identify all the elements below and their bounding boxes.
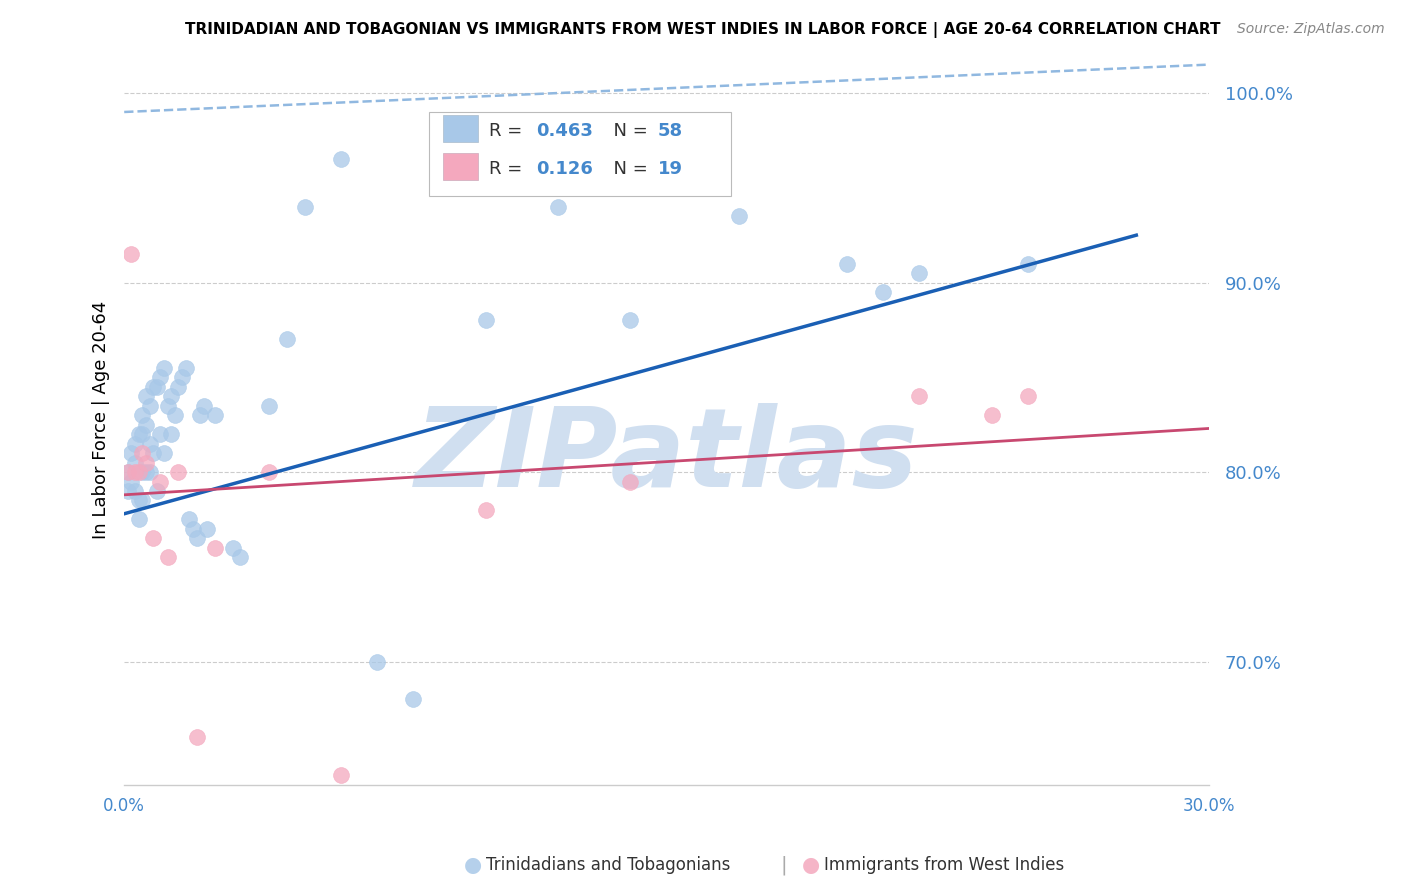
Point <box>160 389 183 403</box>
Point <box>193 399 215 413</box>
Text: 19: 19 <box>658 161 683 178</box>
Point <box>204 408 226 422</box>
Point <box>167 380 190 394</box>
Point <box>124 483 146 498</box>
Point <box>124 436 146 450</box>
Point <box>908 389 931 403</box>
Text: |: | <box>780 855 787 875</box>
Point <box>138 436 160 450</box>
Point <box>124 465 146 479</box>
Point <box>402 692 425 706</box>
Point <box>128 493 150 508</box>
Text: TRINIDADIAN AND TOBAGONIAN VS IMMIGRANTS FROM WEST INDIES IN LABOR FORCE | AGE 2: TRINIDADIAN AND TOBAGONIAN VS IMMIGRANTS… <box>186 22 1220 38</box>
Point <box>131 465 153 479</box>
Point <box>131 493 153 508</box>
Point <box>204 541 226 555</box>
Text: 58: 58 <box>658 122 683 140</box>
Point <box>131 408 153 422</box>
Text: ●: ● <box>801 855 820 875</box>
Point <box>257 399 280 413</box>
Point <box>142 532 165 546</box>
Point <box>276 332 298 346</box>
Point <box>128 427 150 442</box>
Text: Immigrants from West Indies: Immigrants from West Indies <box>824 856 1064 874</box>
Text: ●: ● <box>464 855 482 875</box>
Point <box>128 512 150 526</box>
Point <box>980 408 1002 422</box>
Point <box>547 200 569 214</box>
Point <box>145 483 167 498</box>
Point <box>160 427 183 442</box>
Text: N =: N = <box>602 122 654 140</box>
Text: R =: R = <box>489 122 529 140</box>
Point <box>1017 257 1039 271</box>
Point <box>330 153 353 167</box>
Point <box>135 456 157 470</box>
Point <box>221 541 243 555</box>
Point <box>474 313 496 327</box>
Point <box>128 465 150 479</box>
Text: Trinidadians and Tobagonians: Trinidadians and Tobagonians <box>486 856 731 874</box>
Point <box>156 550 179 565</box>
Point <box>186 532 208 546</box>
Point <box>142 380 165 394</box>
Point <box>727 209 749 223</box>
Text: 0.463: 0.463 <box>536 122 592 140</box>
Point <box>145 380 167 394</box>
Point <box>149 427 172 442</box>
Point <box>170 370 193 384</box>
Point <box>619 313 641 327</box>
Point <box>131 446 153 460</box>
Text: ZIPatlas: ZIPatlas <box>415 403 918 510</box>
Y-axis label: In Labor Force | Age 20-64: In Labor Force | Age 20-64 <box>93 301 110 539</box>
Point <box>131 427 153 442</box>
Point <box>135 417 157 432</box>
Point <box>179 512 201 526</box>
Point <box>156 399 179 413</box>
Point <box>474 503 496 517</box>
Text: N =: N = <box>602 161 654 178</box>
Point <box>138 399 160 413</box>
Point <box>908 266 931 280</box>
Point <box>120 247 142 261</box>
Point <box>619 475 641 489</box>
Point <box>181 522 204 536</box>
Point <box>138 465 160 479</box>
Point <box>257 465 280 479</box>
Point <box>330 768 353 782</box>
Point <box>195 522 218 536</box>
Point <box>120 475 142 489</box>
Point <box>153 446 176 460</box>
Text: Source: ZipAtlas.com: Source: ZipAtlas.com <box>1237 22 1385 37</box>
Point <box>117 465 139 479</box>
Point <box>149 370 172 384</box>
Point <box>1017 389 1039 403</box>
Point <box>124 456 146 470</box>
Point <box>117 483 139 498</box>
Point <box>120 446 142 460</box>
Point <box>167 465 190 479</box>
Text: R =: R = <box>489 161 529 178</box>
Point <box>135 465 157 479</box>
Point <box>294 200 316 214</box>
Point <box>837 257 859 271</box>
Point <box>142 446 165 460</box>
Point <box>229 550 252 565</box>
Text: 0.126: 0.126 <box>536 161 592 178</box>
Point <box>366 655 388 669</box>
Point <box>188 408 211 422</box>
Point <box>135 389 157 403</box>
Point <box>149 475 172 489</box>
Point <box>117 465 139 479</box>
Point <box>186 731 208 745</box>
Point <box>163 408 186 422</box>
Point <box>153 360 176 375</box>
Point <box>174 360 197 375</box>
Point <box>872 285 894 299</box>
